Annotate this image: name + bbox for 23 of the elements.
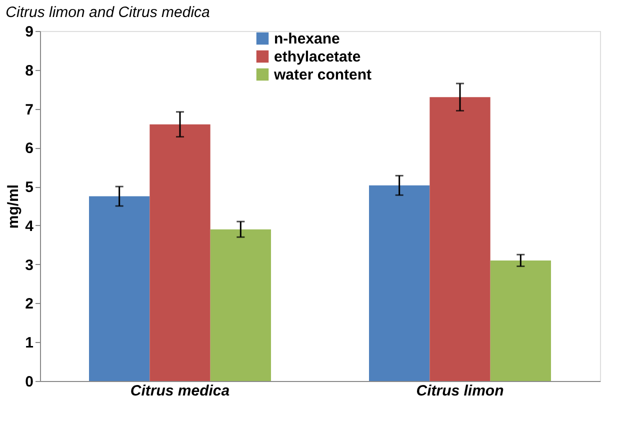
bar (490, 260, 551, 381)
y-tick-label: 3 (25, 256, 34, 274)
y-tick-label: 9 (25, 24, 34, 40)
legend-label: water content (273, 66, 372, 84)
y-tick-label: 7 (25, 101, 34, 118)
bar (210, 229, 271, 381)
legend-label: n-hexane (274, 30, 340, 48)
x-tick-label: Citrus limon (416, 382, 504, 400)
chart-title: Citrus limon and Citrus medica (6, 4, 210, 21)
y-axis-title: mg/ml (5, 184, 22, 229)
y-tick-label: 1 (25, 334, 34, 352)
y-tick-label: 2 (25, 296, 34, 313)
y-tick-label: 6 (25, 140, 34, 158)
y-tick-label: 4 (25, 218, 34, 235)
bar (89, 196, 150, 381)
bar (369, 185, 430, 381)
y-tick-label: 5 (25, 179, 34, 196)
y-tick-label: 0 (25, 374, 34, 390)
legend-label: ethylacetate (274, 48, 361, 66)
bar (150, 124, 210, 381)
bar (430, 97, 490, 381)
x-tick-label: Citrus medica (130, 382, 230, 400)
y-tick-label: 8 (25, 62, 34, 80)
